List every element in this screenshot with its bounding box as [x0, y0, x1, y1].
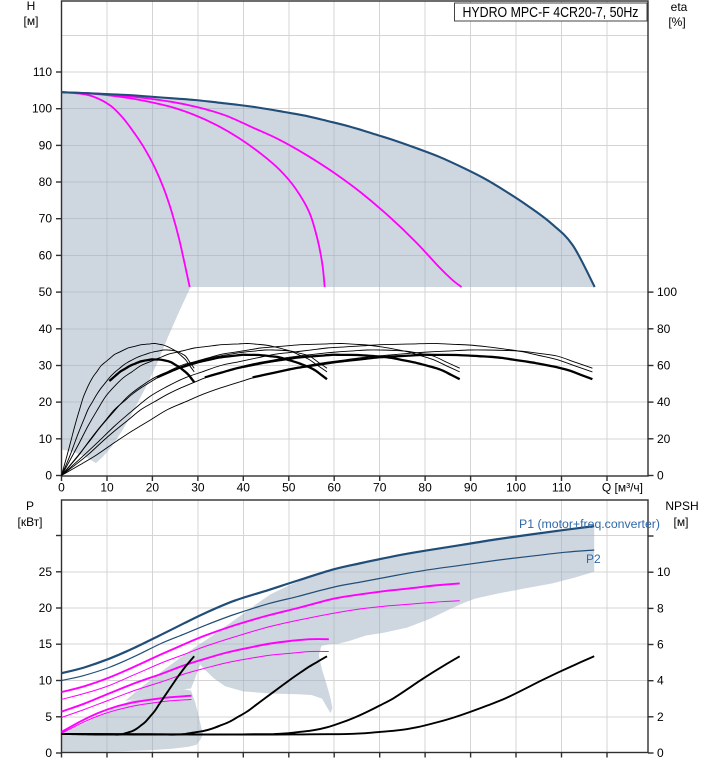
svg-text:10: 10	[100, 481, 114, 495]
svg-text:20: 20	[146, 481, 160, 495]
svg-text:80: 80	[418, 481, 432, 495]
svg-text:HYDRO MPC-F 4CR20-7, 50Hz: HYDRO MPC-F 4CR20-7, 50Hz	[463, 5, 639, 21]
svg-text:0: 0	[657, 746, 664, 760]
svg-text:P1 (motor+freq.converter): P1 (motor+freq.converter)	[519, 517, 660, 531]
svg-text:100: 100	[32, 102, 52, 116]
svg-text:H: H	[27, 0, 36, 13]
svg-text:50: 50	[282, 481, 296, 495]
svg-text:10: 10	[657, 565, 671, 579]
svg-text:90: 90	[464, 481, 478, 495]
svg-text:70: 70	[39, 212, 53, 226]
svg-text:100: 100	[657, 285, 677, 299]
svg-text:20: 20	[657, 432, 671, 446]
svg-text:20: 20	[39, 395, 53, 409]
svg-text:0: 0	[657, 469, 664, 483]
svg-text:15: 15	[39, 637, 53, 651]
svg-text:6: 6	[657, 638, 664, 652]
svg-text:60: 60	[39, 248, 53, 262]
svg-text:0: 0	[58, 481, 65, 495]
svg-text:0: 0	[45, 746, 52, 760]
svg-text:50: 50	[39, 285, 53, 299]
svg-text:60: 60	[328, 481, 342, 495]
svg-text:[м]: [м]	[24, 14, 39, 28]
svg-text:2: 2	[657, 710, 664, 724]
svg-text:80: 80	[39, 175, 53, 189]
svg-text:60: 60	[657, 359, 671, 373]
svg-text:eta: eta	[671, 0, 688, 14]
svg-text:40: 40	[39, 322, 53, 336]
svg-text:40: 40	[237, 481, 251, 495]
svg-text:P2: P2	[586, 552, 601, 566]
svg-text:Q [м³/ч]: Q [м³/ч]	[602, 481, 643, 495]
svg-text:30: 30	[191, 481, 205, 495]
svg-text:110: 110	[33, 65, 52, 79]
svg-text:90: 90	[39, 138, 53, 152]
svg-text:5: 5	[45, 710, 52, 724]
svg-text:4: 4	[657, 674, 664, 688]
svg-text:20: 20	[39, 601, 53, 615]
svg-text:100: 100	[506, 481, 526, 495]
svg-text:80: 80	[657, 322, 671, 336]
svg-text:10: 10	[39, 432, 53, 446]
svg-text:[кВт]: [кВт]	[17, 515, 42, 529]
svg-text:8: 8	[657, 601, 664, 615]
svg-text:[м]: [м]	[674, 515, 689, 529]
svg-text:NPSH: NPSH	[665, 499, 698, 513]
svg-text:40: 40	[657, 395, 671, 409]
svg-text:P: P	[26, 499, 34, 513]
svg-text:30: 30	[39, 359, 53, 373]
svg-text:25: 25	[39, 565, 53, 579]
svg-text:110: 110	[552, 481, 571, 495]
svg-text:70: 70	[373, 481, 387, 495]
svg-text:0: 0	[45, 469, 52, 483]
svg-text:10: 10	[39, 674, 53, 688]
svg-text:[%]: [%]	[668, 15, 685, 29]
